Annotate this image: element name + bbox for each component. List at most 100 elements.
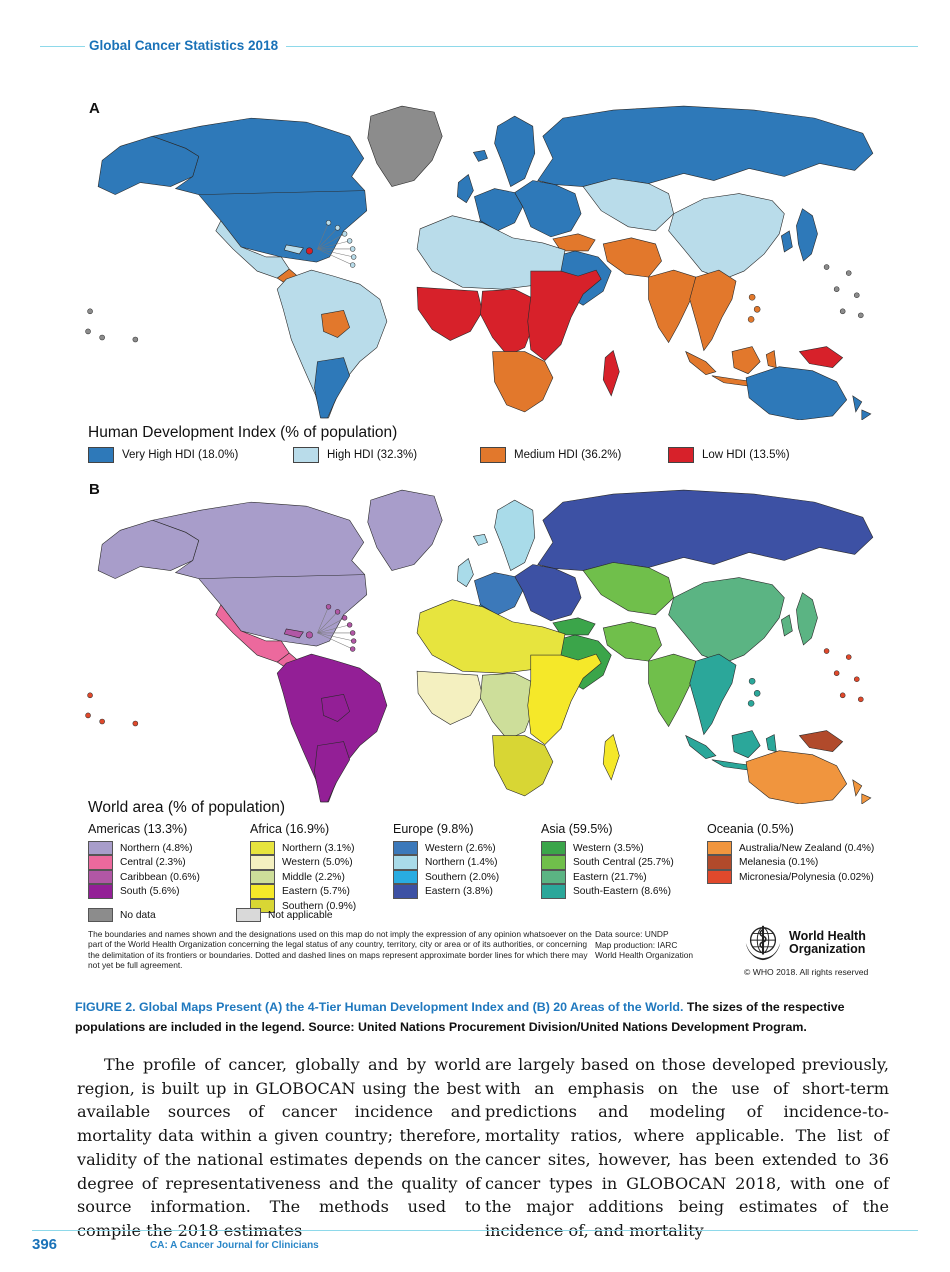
legend-b-swatch (393, 884, 418, 899)
caribbean-callout-line (317, 248, 353, 266)
map-region-pacific_left (85, 712, 91, 719)
map-region-pacific_right (833, 670, 840, 676)
map-region-southcone (314, 741, 350, 803)
panel-a-label: A (89, 100, 100, 117)
nodata-label: No data (120, 909, 156, 921)
legend-b-item: Northern (4.8%) (88, 840, 200, 856)
map-region-china (668, 193, 785, 280)
legend-b-item: Caribbean (0.6%) (88, 869, 200, 885)
legend-b-groups: Americas (13.3%) Northern (4.8%) Central (… (88, 822, 928, 914)
map-region-carib_fan (351, 254, 357, 260)
legend-a-items: Very High HDI (18.0%) High HDI (32.3%) Med… (88, 447, 898, 469)
map-region-india (648, 269, 697, 344)
map-region-pacific_right (858, 696, 864, 703)
map-region-africa_west (416, 286, 483, 341)
legend-a-swatch (668, 447, 694, 463)
map-region-carib_fan (341, 615, 348, 621)
legend-b-label: Eastern (21.7%) (573, 871, 647, 883)
world-map-b (85, 489, 874, 805)
map-region-japan (796, 592, 818, 646)
legend-b-label: Micronesia/Polynesia (0.02%) (739, 871, 874, 883)
map-region-pacific_left (99, 334, 105, 341)
map-region-iran_afgh (602, 237, 662, 278)
legend-b-label: Eastern (5.7%) (282, 886, 350, 898)
legend-b-swatch (250, 855, 275, 870)
legend-b-item: Central (2.3%) (88, 855, 200, 871)
map-region-pacific_right (853, 292, 860, 298)
map-region-carib_fan (346, 622, 353, 628)
caribbean-callout-line (317, 606, 329, 634)
legend-b-swatch (393, 869, 418, 884)
legend-b-group: Oceania (0.5%) Australia/New Zealand (0.4… (707, 822, 874, 885)
map-region-cuba (283, 244, 304, 255)
map-region-africa_south (492, 351, 554, 413)
legend-b-swatch (250, 884, 275, 899)
legend-b-group: Africa (16.9%) Northern (3.1%) Western (5.… (250, 822, 356, 914)
map-region-philippines (747, 316, 755, 323)
canada-usa-border (198, 574, 365, 579)
map-credits: Data source: UNDP Map production: IARC W… (595, 929, 693, 961)
credit-data-source: Data source: UNDP (595, 929, 669, 939)
legend-b-label: Middle (2.2%) (282, 871, 345, 883)
legend-b-swatch (541, 869, 566, 884)
body-paragraph-right: are largely based on those developed pre… (485, 1055, 889, 1240)
legend-b-label: South-Eastern (8.6%) (573, 886, 671, 898)
legend-b-item: Melanesia (0.1%) (707, 855, 874, 871)
map-region-uk (457, 557, 474, 588)
legend-b-item: Eastern (5.7%) (250, 884, 356, 900)
legend-a-swatch (88, 447, 114, 463)
who-logo-block: World Health Organization © WHO 2018. Al… (742, 922, 942, 977)
body-paragraph-left: The profile of cancer, globally and by w… (77, 1055, 481, 1240)
legend-b-group-title: Americas (13.3%) (88, 822, 188, 836)
legend-b-title: World area (% of population) (88, 799, 286, 816)
legend-b-label: Central (2.3%) (120, 857, 186, 869)
who-logo-text: World Health Organization (789, 928, 866, 956)
map-b-world-areas (80, 482, 895, 805)
legend-b-group: Asia (59.5%) Western (3.5%) South Central … (541, 822, 674, 899)
legend-b-item: South Central (25.7%) (541, 855, 674, 871)
map-region-scandinavia (494, 115, 536, 187)
legend-b-swatch (707, 840, 732, 855)
map-region-pacific_left (99, 718, 105, 725)
legend-b-group-title: Oceania (0.5%) (707, 822, 794, 836)
caribbean-callout-line (317, 248, 354, 258)
legend-b-item: Western (2.6%) (393, 840, 499, 856)
map-region-pacific_right (823, 648, 830, 654)
map-region-pacific_right (823, 264, 830, 270)
map-region-russia (537, 489, 874, 571)
map-region-iran_afgh (602, 621, 662, 662)
legend-b-swatch (707, 869, 732, 884)
map-region-seasia (689, 269, 737, 352)
legend-b-label: South Central (25.7%) (573, 857, 674, 869)
map-region-africa_east (527, 269, 602, 362)
legend-b-swatch (250, 869, 275, 884)
map-region-cuba (283, 628, 304, 639)
credit-map-production: Map production: IARC (595, 939, 678, 950)
legend-b-label: South (5.6%) (120, 886, 180, 898)
legend-b-group-title: Asia (59.5%) (541, 822, 613, 836)
map-region-nz (852, 779, 872, 805)
map-region-africa_south (492, 735, 554, 797)
legend-b-group: Europe (9.8%) Western (2.6%) Northern (1.4… (393, 822, 499, 899)
map-region-china (668, 577, 785, 664)
legend-b-item: Micronesia/Polynesia (0.02%) (707, 869, 874, 885)
legend-b-item: Eastern (3.8%) (393, 884, 499, 900)
map-region-southcone (314, 357, 350, 419)
map-region-pacific_right (853, 676, 860, 682)
legend-b-label: Northern (4.8%) (120, 842, 193, 854)
body-column-left: The profile of cancer, globally and by w… (77, 1053, 481, 1243)
who-copyright: © WHO 2018. All rights reserved (744, 967, 869, 977)
map-region-australia (745, 750, 848, 805)
nodata-swatch (88, 908, 113, 922)
legend-b-label: Southern (2.0%) (425, 871, 500, 883)
map-region-png (798, 730, 844, 752)
map-region-africa_east (527, 653, 602, 746)
legend-b-swatch (393, 840, 418, 855)
legend-b-label: Southern (0.9%) (282, 900, 357, 912)
caribbean-callout-line (317, 611, 338, 634)
legend-b-swatch (541, 855, 566, 870)
map-region-canada_usa (151, 117, 368, 263)
canada-usa-border (198, 190, 365, 195)
map-region-canada_usa (151, 501, 368, 647)
